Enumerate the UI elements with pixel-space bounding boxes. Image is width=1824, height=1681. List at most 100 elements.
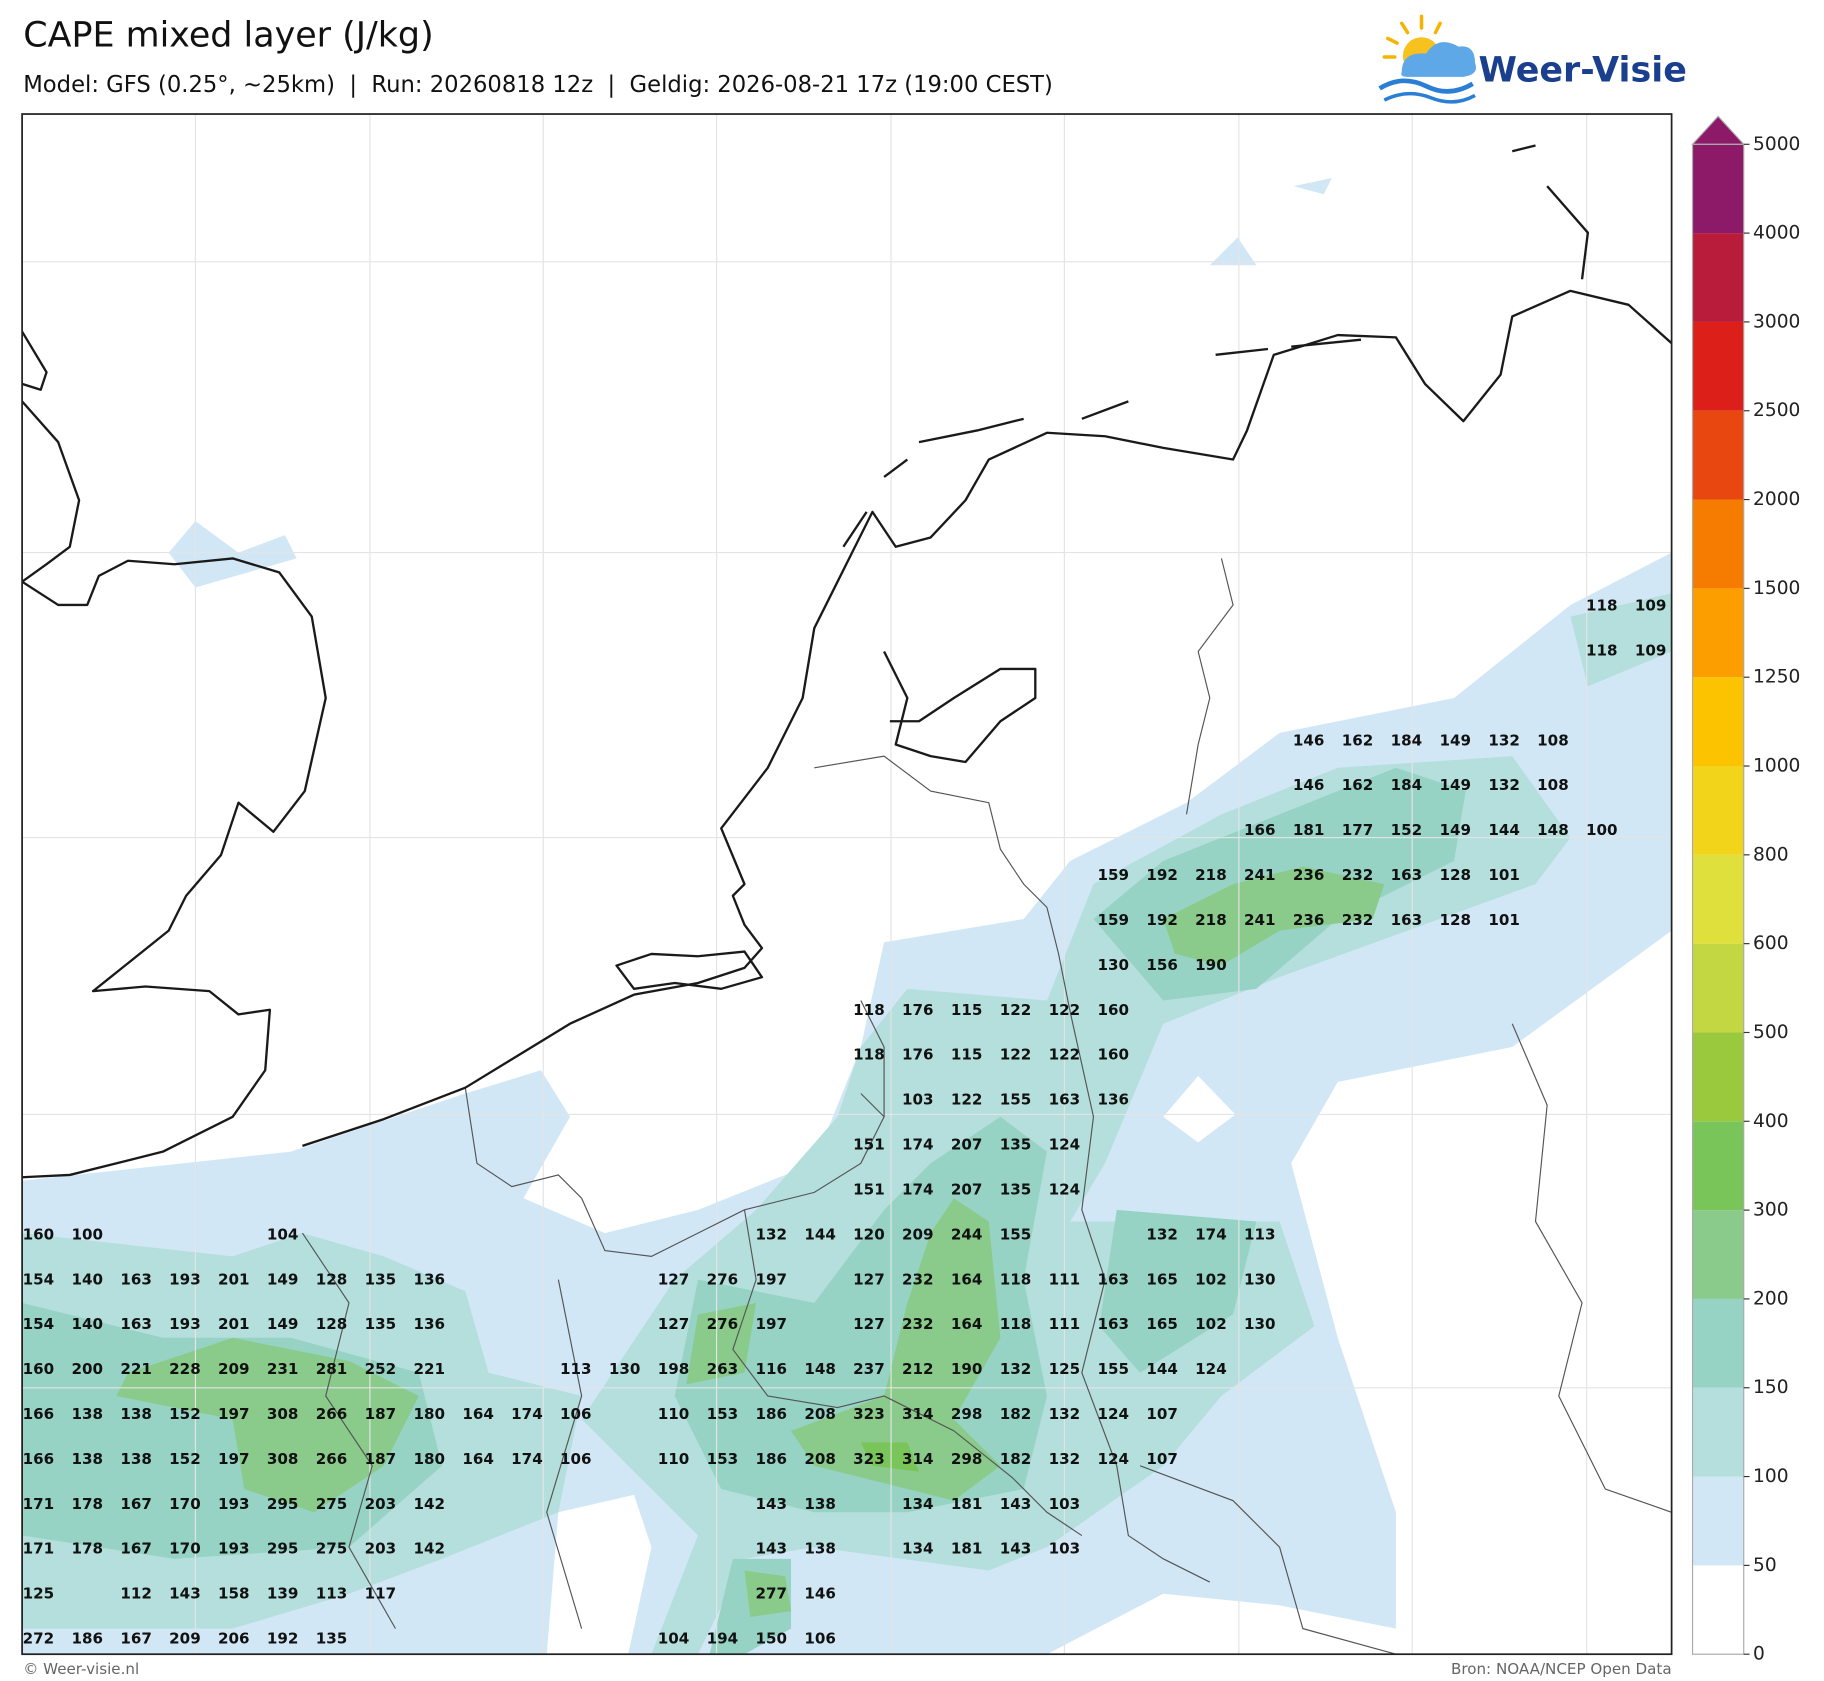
grid-value: 272 — [23, 1630, 55, 1648]
colorbar-band — [1692, 588, 1744, 678]
grid-value: 128 — [316, 1315, 348, 1333]
logo: Weer-Visie — [1378, 14, 1687, 104]
coastlines — [22, 144, 1672, 1179]
grid-value: 164 — [951, 1270, 983, 1288]
grid-value: 150 — [755, 1630, 787, 1648]
grid-value: 132 — [1488, 731, 1520, 749]
grid-value: 106 — [560, 1450, 592, 1468]
grid-value: 117 — [365, 1585, 397, 1603]
grid-value: 176 — [902, 1046, 934, 1064]
borders — [301, 558, 1672, 1655]
grid-value: 130 — [1097, 956, 1129, 974]
grid-value: 118 — [853, 1001, 885, 1019]
colorbar-tick-label: 50 — [1753, 1555, 1777, 1576]
colorbar-band — [1692, 854, 1744, 944]
grid-value: 109 — [1635, 597, 1667, 615]
footer-source: Bron: NOAA/NCEP Open Data — [1451, 1660, 1672, 1678]
colorbar-band — [1692, 1387, 1744, 1477]
grid-value: 102 — [1195, 1315, 1227, 1333]
grid-value: 203 — [365, 1495, 397, 1513]
colorbar-tick-label: 150 — [1753, 1377, 1789, 1398]
contour — [744, 1570, 792, 1617]
grid-value: 159 — [1097, 866, 1129, 884]
grid-value: 197 — [755, 1270, 787, 1288]
grid-value: 177 — [1342, 821, 1374, 839]
grid-value: 143 — [169, 1585, 201, 1603]
grid-value: 128 — [1439, 866, 1471, 884]
grid-value: 314 — [902, 1405, 934, 1423]
grid-value: 163 — [1391, 911, 1423, 929]
grid-value: 197 — [218, 1450, 250, 1468]
contours — [22, 178, 1672, 1655]
grid-value: 155 — [1097, 1360, 1129, 1378]
grid-value: 127 — [658, 1315, 690, 1333]
colorbar-band — [1692, 1298, 1744, 1388]
grid-value: 113 — [316, 1585, 348, 1603]
grid-value: 232 — [1342, 911, 1374, 929]
grid-value: 193 — [169, 1315, 201, 1333]
grid-value: 149 — [1439, 776, 1471, 794]
grid-value: 228 — [169, 1360, 201, 1378]
colorbar-tick-label: 200 — [1753, 1288, 1789, 1309]
grid-value: 182 — [1000, 1450, 1032, 1468]
grid-value: 193 — [169, 1270, 201, 1288]
grid-value: 103 — [902, 1091, 934, 1109]
grid-value: 143 — [1000, 1540, 1032, 1558]
grid-value: 146 — [804, 1585, 836, 1603]
grid-value: 149 — [267, 1270, 299, 1288]
grid-value: 122 — [1000, 1001, 1032, 1019]
grid-value: 125 — [1049, 1360, 1081, 1378]
grid-value: 164 — [462, 1450, 494, 1468]
grid-value: 103 — [1049, 1540, 1081, 1558]
grid-value: 155 — [1000, 1225, 1032, 1243]
grid-value: 118 — [853, 1046, 885, 1064]
grid-value: 101 — [1488, 866, 1520, 884]
colorbar-band — [1692, 410, 1744, 500]
colorbar-band — [1692, 499, 1744, 589]
grid-value: 125 — [23, 1585, 55, 1603]
grid-value: 167 — [120, 1540, 152, 1558]
colorbar-band — [1692, 1476, 1744, 1566]
grid-value: 192 — [267, 1630, 299, 1648]
grid-value: 154 — [23, 1270, 55, 1288]
grid-value: 184 — [1391, 776, 1423, 794]
grid-value: 140 — [71, 1315, 103, 1333]
colorbar-tick-label: 800 — [1753, 844, 1789, 865]
grid-value: 314 — [902, 1450, 934, 1468]
grid-value: 132 — [1049, 1405, 1081, 1423]
grid-value: 102 — [1195, 1270, 1227, 1288]
grid-value: 186 — [71, 1630, 103, 1648]
grid-value: 128 — [1439, 911, 1471, 929]
colorbar-tick-label: 5000 — [1753, 134, 1800, 155]
grid-value: 171 — [23, 1495, 55, 1513]
grid-value: 152 — [1391, 821, 1423, 839]
grid-value: 134 — [902, 1495, 934, 1513]
grid-value: 144 — [804, 1225, 836, 1243]
map-frame — [21, 113, 1673, 1656]
grid-value: 166 — [23, 1450, 55, 1468]
grid-value: 128 — [316, 1270, 348, 1288]
grid-value: 163 — [1097, 1270, 1129, 1288]
grid-value: 124 — [1049, 1136, 1081, 1154]
grid-value: 110 — [658, 1450, 690, 1468]
grid-value: 153 — [707, 1450, 739, 1468]
colorbar-extend — [1691, 115, 1746, 145]
grid-value: 152 — [169, 1405, 201, 1423]
title: CAPE mixed layer (J/kg) — [23, 16, 433, 56]
grid-value: 276 — [707, 1315, 739, 1333]
grid-value: 149 — [267, 1315, 299, 1333]
grid-value: 207 — [951, 1180, 983, 1198]
grid-value: 107 — [1146, 1450, 1178, 1468]
grid-value: 111 — [1049, 1315, 1081, 1333]
grid-value: 106 — [804, 1630, 836, 1648]
colorbar-band — [1692, 144, 1744, 234]
grid-value: 132 — [1488, 776, 1520, 794]
grid-value: 209 — [169, 1630, 201, 1648]
grid-value: 135 — [316, 1630, 348, 1648]
grid-value: 160 — [23, 1225, 55, 1243]
grid-value: 167 — [120, 1630, 152, 1648]
grid-value: 176 — [902, 1001, 934, 1019]
grid-value: 148 — [1537, 821, 1569, 839]
colorbar-tick-label: 600 — [1753, 933, 1789, 954]
grid-value: 206 — [218, 1630, 250, 1648]
